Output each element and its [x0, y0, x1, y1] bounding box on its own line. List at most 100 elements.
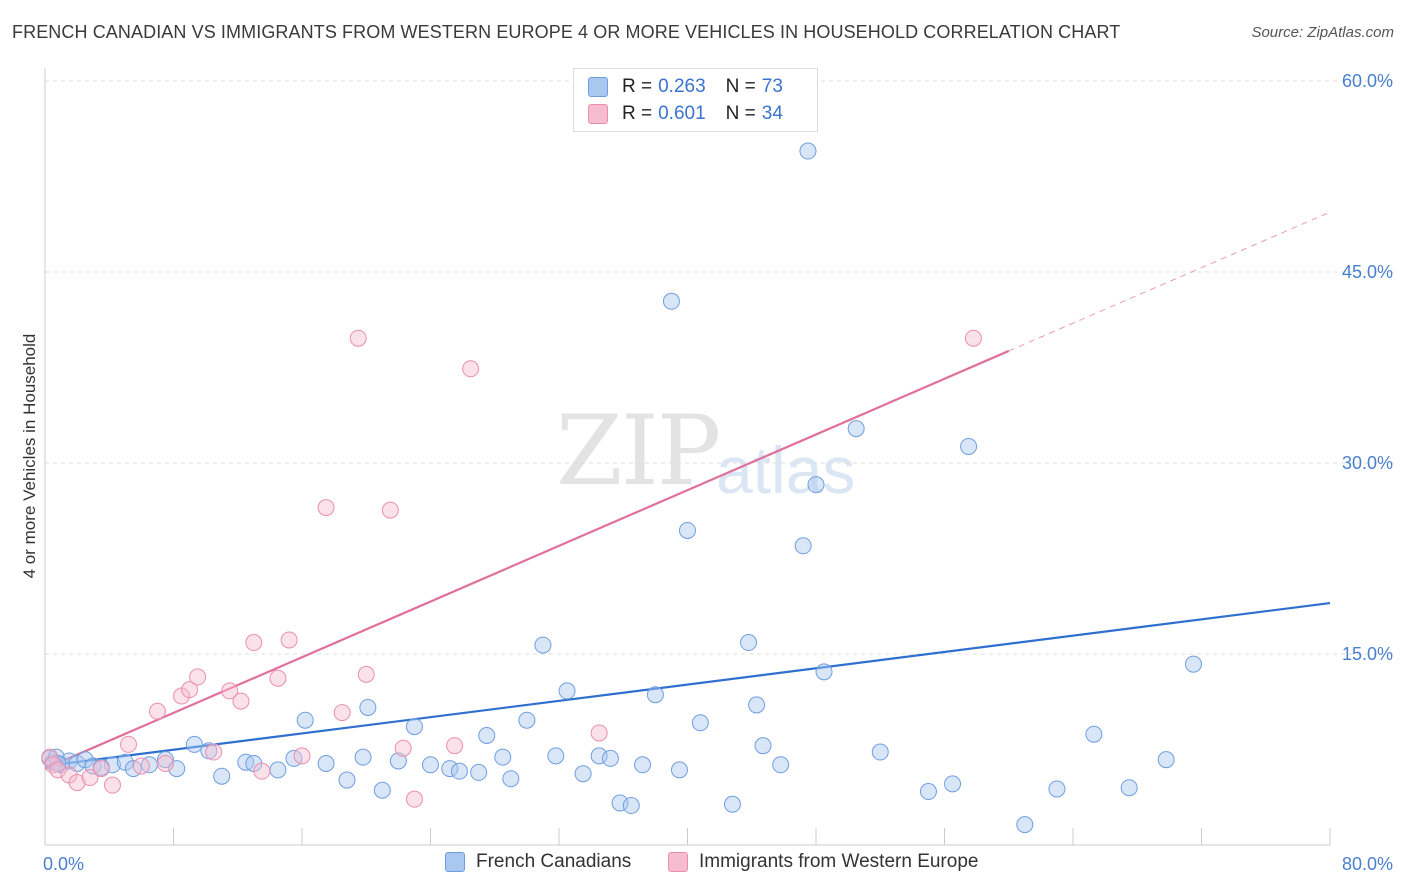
- data-point-immigrant-western-europe: [189, 668, 207, 686]
- series-legend: French Canadians Immigrants from Western…: [0, 851, 1406, 877]
- data-point-french-canadian: [611, 794, 629, 812]
- data-point-french-canadian: [317, 755, 335, 773]
- data-point-immigrant-western-europe: [81, 769, 99, 787]
- data-point-french-canadian: [662, 292, 680, 310]
- data-point-french-canadian: [422, 756, 439, 774]
- data-point-immigrant-western-europe: [148, 702, 166, 720]
- series-swatch-pink: [668, 852, 688, 872]
- data-point-immigrant-western-europe: [253, 762, 271, 780]
- legend-n-value: 34: [761, 103, 783, 124]
- tick-labels: 15.0% 30.0% 45.0% 60.0% 0.0% 80.0%: [43, 71, 1393, 874]
- y-axis-label: 4 or more Vehicles in Household: [20, 333, 39, 579]
- data-point-french-canadian: [338, 771, 356, 789]
- data-point-french-canadian: [558, 682, 576, 700]
- data-point-immigrant-western-europe: [49, 761, 67, 779]
- data-point-french-canadian: [723, 795, 741, 813]
- data-point-immigrant-western-europe: [232, 692, 250, 710]
- chart-title: FRENCH CANADIAN VS IMMIGRANTS FROM WESTE…: [12, 22, 1121, 42]
- data-point-french-canadian: [691, 714, 709, 732]
- legend-r-value: 0.601: [658, 103, 706, 124]
- data-point-immigrant-western-europe: [156, 755, 174, 773]
- legend-row-pink: R = 0.601 N = 34: [588, 102, 783, 126]
- data-point-immigrant-western-europe: [92, 760, 110, 778]
- data-point-immigrant-western-europe: [205, 743, 223, 761]
- data-point-french-canadian: [622, 797, 640, 815]
- data-point-immigrant-western-europe: [394, 739, 412, 757]
- series-legend-french-canadians[interactable]: French Canadians: [445, 851, 631, 873]
- data-point-french-canadian: [168, 760, 186, 778]
- data-point-french-canadian: [405, 718, 423, 736]
- source-label: Source: ZipAtlas.com: [1251, 24, 1394, 41]
- data-point-french-canadian: [470, 763, 488, 781]
- data-point-immigrant-western-europe: [120, 735, 138, 753]
- data-point-immigrant-western-europe: [381, 501, 399, 519]
- legend-n-label: N =: [725, 103, 756, 124]
- data-point-french-canadian: [1157, 751, 1175, 769]
- data-point-french-canadian: [871, 743, 889, 761]
- y-tick-label: 60.0%: [1342, 71, 1393, 91]
- data-point-immigrant-western-europe: [462, 360, 480, 378]
- data-point-french-canadian: [944, 775, 962, 793]
- trend-line-french-canadians: [44, 601, 1331, 768]
- data-point-french-canadian: [679, 521, 696, 539]
- correlation-legend: R = 0.263 N = 73 R = 0.601 N = 34: [573, 68, 818, 132]
- data-point-french-canadian: [359, 698, 377, 716]
- data-point-immigrant-western-europe: [181, 681, 199, 699]
- data-point-french-canadian: [799, 142, 817, 160]
- data-point-french-canadian: [847, 420, 865, 438]
- y-tick-label: 45.0%: [1342, 262, 1393, 282]
- data-point-french-canadian: [547, 747, 565, 765]
- data-point-immigrant-western-europe: [405, 790, 423, 808]
- legend-r-label: R =: [622, 76, 653, 97]
- data-point-immigrant-western-europe: [446, 737, 464, 755]
- legend-n-value: 73: [761, 76, 783, 97]
- data-point-immigrant-western-europe: [964, 329, 982, 347]
- data-point-immigrant-western-europe: [132, 757, 150, 775]
- data-point-french-canadian: [103, 756, 121, 774]
- data-point-french-canadian: [646, 686, 664, 704]
- data-point-immigrant-western-europe: [245, 634, 263, 652]
- data-point-french-canadian: [213, 767, 231, 785]
- data-point-french-canadian: [601, 749, 619, 767]
- series-legend-immigrants-western-europe[interactable]: Immigrants from Western Europe: [668, 851, 978, 873]
- data-point-french-canadian: [1184, 655, 1202, 673]
- data-point-french-canadian: [269, 761, 287, 779]
- data-point-immigrant-western-europe: [44, 756, 62, 774]
- data-point-french-canadian: [373, 781, 391, 799]
- data-point-french-canadian: [534, 636, 552, 654]
- data-point-french-canadian: [502, 770, 520, 788]
- data-point-immigrant-western-europe: [317, 499, 335, 517]
- data-point-immigrant-western-europe: [590, 724, 608, 742]
- points-immigrants-western-europe: [41, 329, 982, 808]
- legend-swatch-blue: [588, 77, 608, 97]
- data-point-french-canadian: [794, 537, 812, 555]
- data-point-immigrant-western-europe: [357, 665, 375, 683]
- data-point-french-canadian: [634, 756, 652, 774]
- data-point-french-canadian: [1016, 816, 1034, 834]
- trend-line-immigrants-western-europe: [44, 211, 1331, 770]
- data-point-immigrant-western-europe: [333, 704, 351, 722]
- data-point-french-canadian: [156, 751, 174, 769]
- points-french-canadians: [41, 142, 1202, 834]
- data-point-french-canadian: [478, 726, 496, 744]
- trend-line-blue: [44, 601, 1331, 768]
- trend-line-pink: [44, 349, 1010, 770]
- data-point-french-canadian: [296, 711, 314, 729]
- data-point-french-canadian: [441, 760, 459, 778]
- data-point-french-canadian: [772, 756, 790, 774]
- data-point-french-canadian: [1120, 779, 1138, 797]
- data-point-french-canadian: [354, 748, 372, 766]
- grid-lines: [45, 80, 1393, 655]
- watermark-atlas: atlas: [716, 433, 856, 507]
- data-point-french-canadian: [1048, 780, 1066, 798]
- y-tick-label: 30.0%: [1342, 453, 1393, 473]
- legend-n-label: N =: [725, 76, 756, 97]
- data-point-immigrant-western-europe: [269, 669, 287, 687]
- legend-swatch-pink: [588, 104, 608, 124]
- data-point-immigrant-western-europe: [280, 631, 298, 649]
- data-point-french-canadian: [960, 437, 978, 455]
- data-point-french-canadian: [185, 735, 203, 753]
- data-point-immigrant-western-europe: [293, 747, 311, 765]
- data-point-french-canadian: [740, 634, 758, 652]
